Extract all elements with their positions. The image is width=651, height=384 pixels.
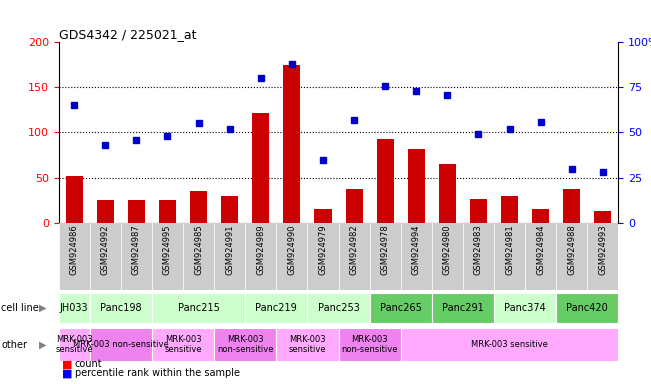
Text: Panc215: Panc215 [178, 303, 219, 313]
Bar [221, 196, 238, 223]
Bar [494, 293, 556, 323]
Text: GSM924981: GSM924981 [505, 225, 514, 275]
Bar [470, 199, 487, 223]
Text: GSM924991: GSM924991 [225, 225, 234, 275]
Text: GSM924985: GSM924985 [194, 225, 203, 275]
Bar [252, 113, 270, 223]
Text: MRK-003
non-sensitive: MRK-003 non-sensitive [217, 335, 273, 354]
Text: ■: ■ [62, 359, 72, 369]
Bar [408, 149, 425, 223]
Bar [128, 200, 145, 223]
Bar [401, 223, 432, 290]
Bar [594, 211, 611, 223]
Text: GSM924986: GSM924986 [70, 225, 79, 275]
Bar [439, 164, 456, 223]
Bar [532, 209, 549, 223]
Bar [283, 65, 300, 223]
Text: Panc291: Panc291 [442, 303, 484, 313]
Text: GSM924994: GSM924994 [412, 225, 421, 275]
Bar [183, 223, 214, 290]
Bar [494, 223, 525, 290]
Bar [121, 223, 152, 290]
Bar [59, 328, 90, 361]
Bar [90, 293, 152, 323]
Text: MRK-003 non-sensitive: MRK-003 non-sensitive [73, 340, 169, 349]
Text: cell line: cell line [1, 303, 39, 313]
Text: Panc374: Panc374 [505, 303, 546, 313]
Bar [90, 223, 121, 290]
Bar [587, 223, 618, 290]
Bar [276, 223, 307, 290]
Bar [501, 196, 518, 223]
Bar [159, 200, 176, 223]
Text: count: count [75, 359, 102, 369]
Bar [245, 293, 307, 323]
Text: JH033: JH033 [60, 303, 89, 313]
Text: GDS4342 / 225021_at: GDS4342 / 225021_at [59, 28, 196, 41]
Bar [346, 189, 363, 223]
Text: GSM924993: GSM924993 [598, 225, 607, 275]
Bar [432, 293, 494, 323]
Bar [66, 176, 83, 223]
Text: percentile rank within the sample: percentile rank within the sample [75, 368, 240, 378]
Text: Panc198: Panc198 [100, 303, 142, 313]
Text: ▶: ▶ [39, 339, 47, 350]
Text: GSM924980: GSM924980 [443, 225, 452, 275]
Bar [90, 328, 152, 361]
Bar [370, 293, 432, 323]
Bar [463, 223, 494, 290]
Text: Panc420: Panc420 [566, 303, 608, 313]
Text: GSM924990: GSM924990 [287, 225, 296, 275]
Bar [190, 191, 207, 223]
Bar [152, 223, 183, 290]
Text: ▶: ▶ [39, 303, 47, 313]
Text: MRK-003
sensitive: MRK-003 sensitive [164, 335, 202, 354]
Bar [214, 223, 245, 290]
Text: Panc253: Panc253 [318, 303, 359, 313]
Text: GSM924988: GSM924988 [567, 225, 576, 275]
Bar [307, 293, 370, 323]
Bar [556, 223, 587, 290]
Text: MRK-003
sensitive: MRK-003 sensitive [55, 335, 93, 354]
Bar [152, 293, 245, 323]
Text: GSM924995: GSM924995 [163, 225, 172, 275]
Text: other: other [1, 339, 27, 350]
Bar [339, 223, 370, 290]
Bar [276, 328, 339, 361]
Bar [59, 293, 90, 323]
Text: MRK-003
sensitive: MRK-003 sensitive [288, 335, 326, 354]
Bar [59, 223, 90, 290]
Text: ■: ■ [62, 368, 72, 378]
Text: Panc265: Panc265 [380, 303, 422, 313]
Bar [245, 223, 276, 290]
Bar [370, 223, 401, 290]
Bar [377, 139, 394, 223]
Text: MRK-003
non-sensitive: MRK-003 non-sensitive [341, 335, 398, 354]
Text: GSM924992: GSM924992 [101, 225, 110, 275]
Bar [339, 328, 401, 361]
Text: GSM924989: GSM924989 [256, 225, 265, 275]
Bar [307, 223, 339, 290]
Bar [401, 328, 618, 361]
Text: GSM924982: GSM924982 [350, 225, 359, 275]
Bar [314, 209, 331, 223]
Bar [432, 223, 463, 290]
Bar [97, 200, 114, 223]
Text: Panc219: Panc219 [255, 303, 298, 313]
Text: GSM924983: GSM924983 [474, 225, 483, 275]
Bar [525, 223, 556, 290]
Bar [563, 189, 580, 223]
Bar [556, 293, 618, 323]
Text: MRK-003 sensitive: MRK-003 sensitive [471, 340, 548, 349]
Bar [152, 328, 214, 361]
Text: GSM924978: GSM924978 [381, 225, 390, 275]
Text: GSM924987: GSM924987 [132, 225, 141, 275]
Text: GSM924984: GSM924984 [536, 225, 545, 275]
Text: GSM924979: GSM924979 [318, 225, 327, 275]
Bar [214, 328, 276, 361]
